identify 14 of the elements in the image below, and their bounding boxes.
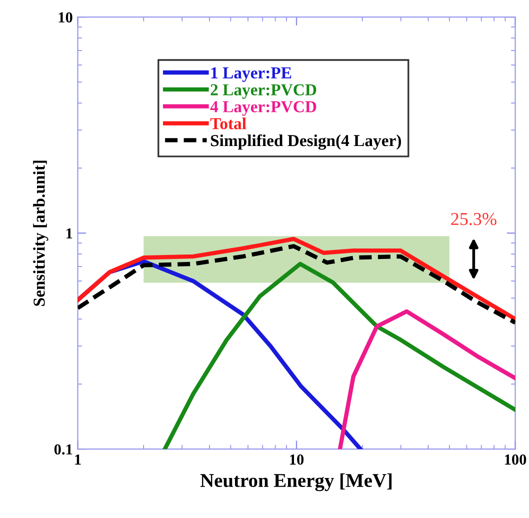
y-tick-label: 1	[66, 228, 72, 238]
x-tick-label: 10	[290, 454, 304, 465]
y-tick-label: 0.1	[54, 444, 72, 455]
x-tick-label: 1	[75, 454, 81, 465]
y-axis-title: Sensitivity [arb.unit]	[33, 160, 48, 306]
legend-label: Simplified Design(4 Layer)	[210, 134, 401, 150]
x-tick-label: 100	[505, 454, 526, 465]
legend-label: 4 Layer:PVCD	[210, 101, 316, 116]
legend-label: 2 Layer:PVCD	[210, 84, 316, 99]
x-axis-title: Neutron Energy [MeV]	[200, 473, 392, 492]
y-tick-label: 10	[58, 12, 72, 23]
annotation: 25.3%	[451, 212, 496, 226]
legend-label: Total	[210, 118, 246, 130]
legend-label: 1 Layer:PE	[211, 67, 292, 82]
